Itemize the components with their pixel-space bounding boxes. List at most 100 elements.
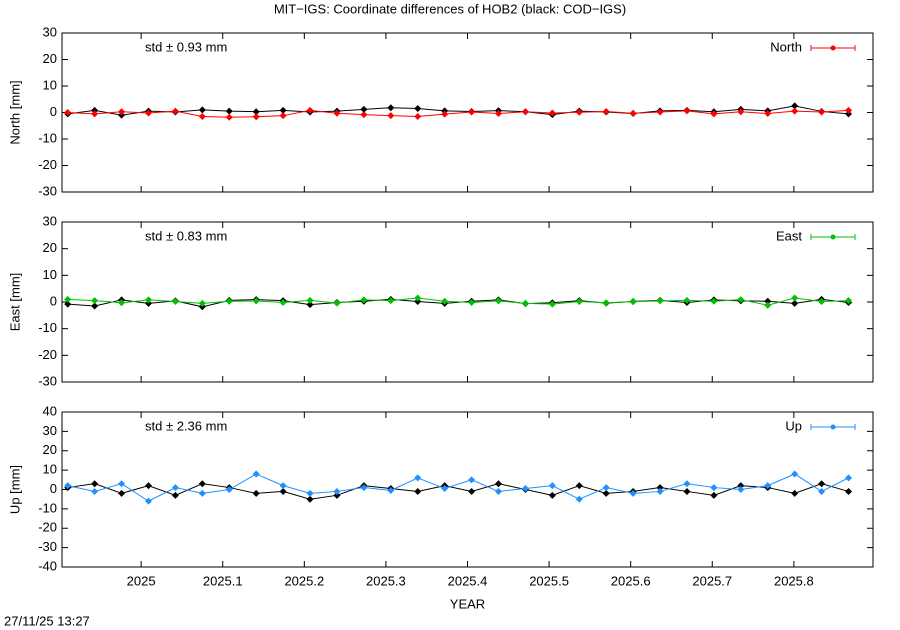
data-point [791, 294, 799, 302]
data-point [764, 297, 772, 305]
legend-marker [830, 45, 836, 51]
data-point [144, 482, 152, 490]
data-point [548, 482, 556, 490]
y-tick-label: -20 [38, 520, 57, 535]
plot-frame [61, 221, 874, 383]
data-point [279, 106, 287, 114]
series-line [67, 105, 849, 116]
data-point [225, 297, 233, 305]
y-tick-label: 40 [43, 403, 57, 418]
y-tick-label: 10 [43, 462, 57, 477]
data-point [764, 482, 772, 490]
data-point [333, 109, 341, 117]
data-point [737, 482, 745, 490]
data-point [548, 491, 556, 499]
data-point [656, 484, 664, 492]
data-point [468, 476, 476, 484]
data-point [818, 480, 826, 488]
legend-label: North [770, 39, 802, 54]
data-point [495, 480, 503, 488]
data-point [764, 110, 772, 118]
y-axis-label: North [mm] [7, 80, 22, 144]
data-point [710, 484, 718, 492]
data-point [629, 298, 637, 306]
data-point [64, 109, 72, 116]
data-point [548, 109, 556, 117]
data-point [521, 485, 529, 493]
data-point [225, 486, 233, 493]
y-tick-label: -10 [38, 500, 57, 515]
data-point [171, 484, 179, 492]
x-tick-label: 2025.1 [203, 573, 243, 588]
data-point [279, 482, 287, 490]
data-point [683, 296, 691, 304]
data-point [495, 297, 503, 305]
series-line [67, 483, 849, 500]
data-point [91, 302, 99, 310]
panel: -40 -30 -20 -10 0 10 20 30 40 2025 2025.1 2025.2 202… [7, 403, 874, 611]
plot-frame [61, 32, 874, 193]
data-point [764, 301, 772, 309]
data-point [118, 489, 126, 497]
data-point [495, 110, 503, 118]
y-tick-label: 0 [50, 104, 57, 119]
data-point [710, 491, 718, 499]
x-tick-label: 2025.8 [774, 573, 814, 588]
data-point [791, 489, 799, 497]
data-point [198, 106, 206, 114]
std-annotation: std ± 0.93 mm [145, 39, 227, 54]
legend-marker [830, 234, 836, 240]
data-point [306, 106, 314, 114]
data-point [602, 299, 610, 307]
plot-frame [61, 411, 874, 568]
data-point [279, 487, 287, 495]
data-point [468, 108, 476, 116]
x-tick-label: 2025.5 [529, 573, 569, 588]
data-point [279, 299, 287, 307]
y-tick-label: 20 [43, 240, 57, 255]
data-point [791, 299, 799, 307]
legend-label: East [776, 228, 802, 243]
data-point [414, 294, 422, 302]
data-point [225, 107, 233, 115]
data-point [252, 297, 260, 305]
data-point [91, 487, 99, 495]
data-point [118, 108, 126, 116]
data-point [710, 110, 718, 118]
data-point [144, 296, 152, 304]
y-tick-label: 30 [43, 213, 57, 228]
data-point [495, 487, 503, 495]
data-point [252, 108, 260, 116]
data-point [710, 297, 718, 305]
data-point [737, 108, 745, 116]
data-point [387, 104, 395, 112]
legend-marker [830, 424, 836, 430]
data-point [198, 299, 206, 307]
data-point [575, 482, 583, 490]
y-tick-label: 10 [43, 77, 57, 92]
data-point [683, 487, 691, 495]
data-point [575, 297, 583, 305]
data-point [791, 107, 799, 115]
y-tick-label: 10 [43, 267, 57, 282]
data-point [306, 296, 314, 304]
y-tick-label: -10 [38, 130, 57, 145]
data-point [441, 297, 449, 305]
data-point [64, 300, 72, 308]
data-point [818, 297, 826, 305]
data-point [737, 296, 745, 304]
data-point [279, 112, 287, 120]
data-point [333, 491, 341, 499]
std-annotation: std ± 0.83 mm [145, 228, 227, 243]
x-tick-label: 2025.4 [448, 573, 488, 588]
data-point [521, 108, 529, 116]
data-point [656, 487, 664, 495]
data-point [683, 480, 691, 488]
data-point [360, 296, 368, 304]
data-point [64, 482, 72, 490]
data-point [414, 105, 422, 113]
data-point [306, 301, 314, 309]
data-point [845, 106, 853, 114]
data-point [575, 495, 583, 503]
data-point [252, 470, 260, 478]
